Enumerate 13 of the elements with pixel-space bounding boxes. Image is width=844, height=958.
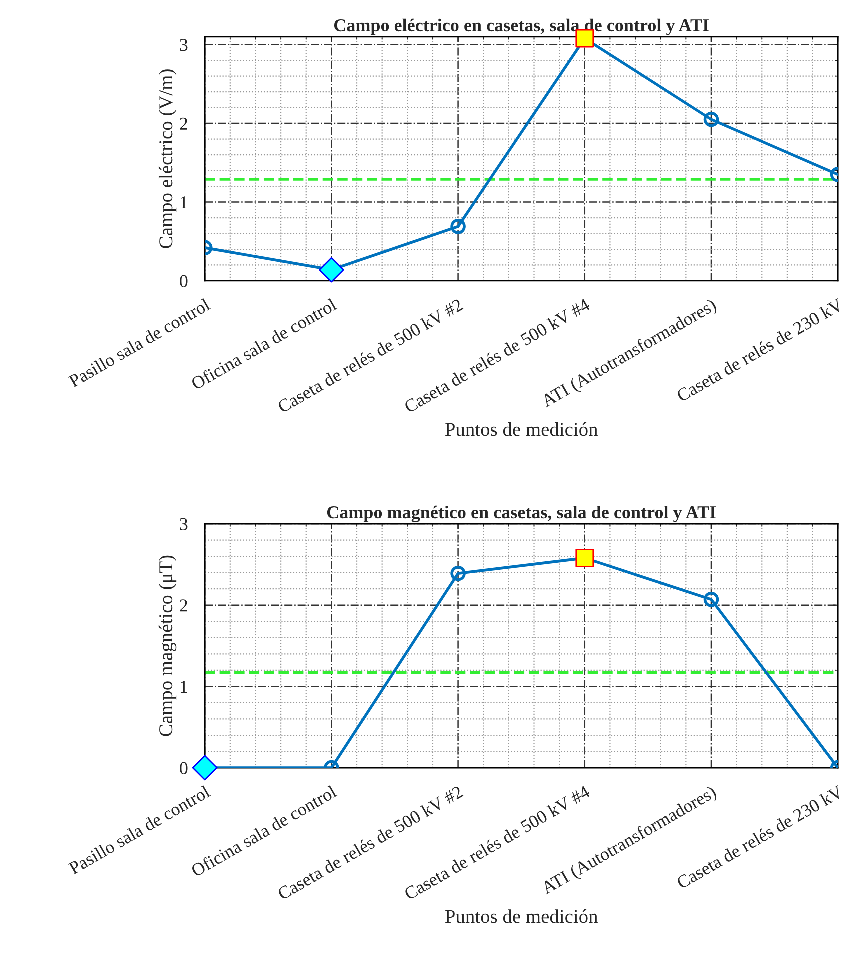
y-tick-label: 0 [180, 762, 188, 774]
y-tick-label: 1 [180, 681, 188, 693]
y-tick-label: 2 [180, 600, 188, 612]
chart-title: Campo magnético en casetas, sala de control y ATI [327, 506, 716, 522]
x-axis-title: Puntos de medición [445, 422, 598, 436]
y-axis-title: Campo magnético (μT) [158, 556, 177, 736]
x-axis-title: Puntos de medición [445, 910, 598, 924]
y-axis-title: Campo eléctrico (V/m) [158, 70, 177, 248]
y-tick-label: 0 [180, 275, 188, 288]
y-tick-label: 3 [180, 39, 188, 52]
y-tick-label: 3 [180, 518, 188, 530]
y-tick-label: 2 [180, 118, 188, 130]
y-tick-label: 1 [180, 196, 188, 209]
